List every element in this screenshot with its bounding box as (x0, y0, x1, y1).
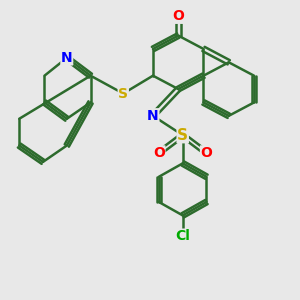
Text: Cl: Cl (175, 229, 190, 243)
Text: N: N (147, 109, 159, 123)
Text: S: S (118, 86, 128, 100)
Text: S: S (177, 128, 188, 142)
Text: N: N (61, 51, 73, 65)
Text: O: O (172, 9, 184, 23)
Text: O: O (153, 146, 165, 160)
Text: O: O (200, 146, 212, 160)
